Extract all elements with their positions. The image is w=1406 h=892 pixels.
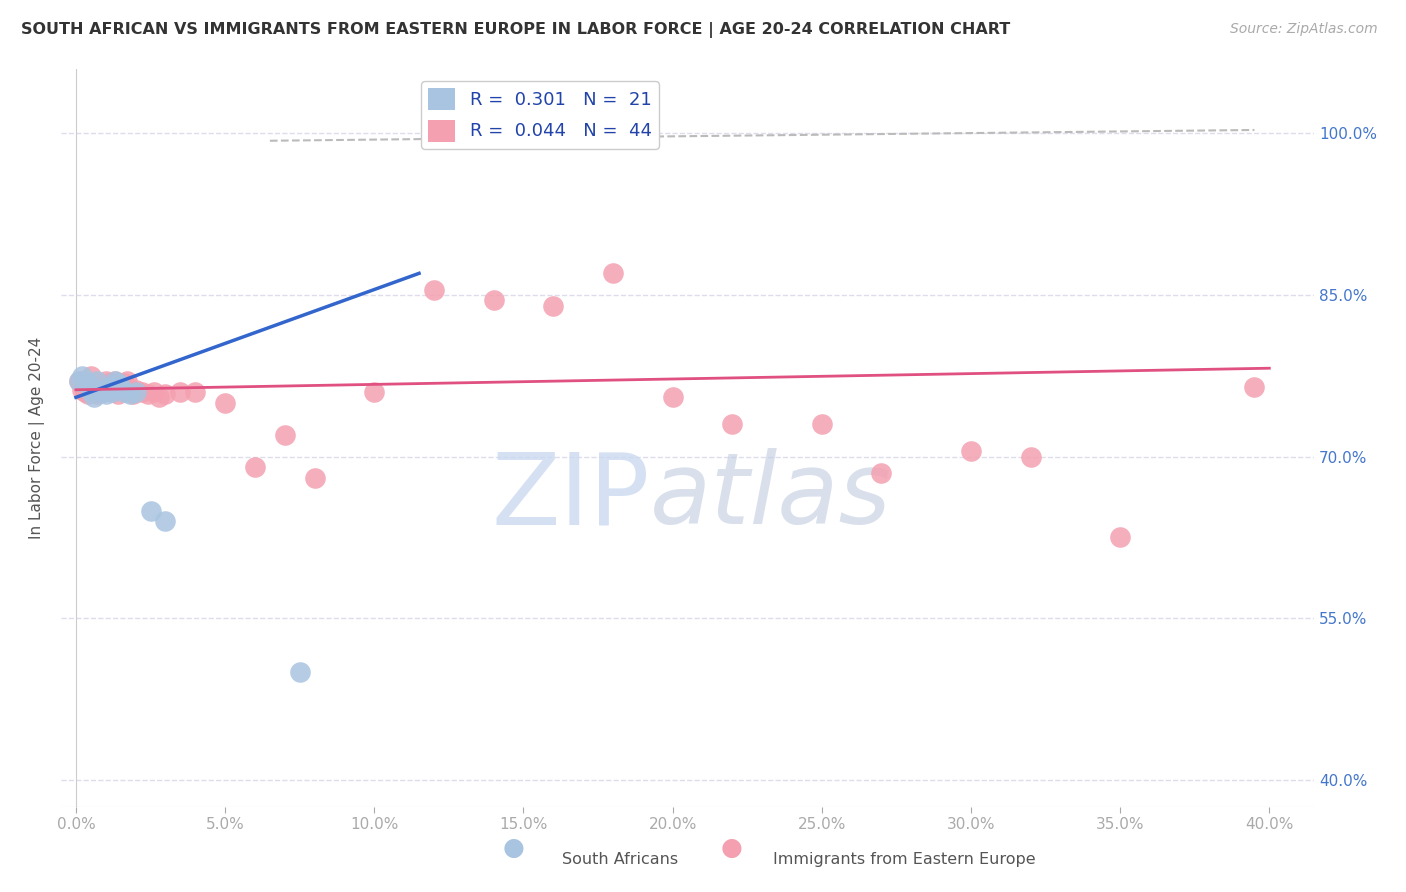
Point xyxy=(136,387,159,401)
Point xyxy=(86,374,108,388)
Point xyxy=(70,383,93,397)
Point xyxy=(94,387,117,401)
Point xyxy=(83,390,105,404)
Point xyxy=(107,376,129,391)
Point xyxy=(104,374,127,388)
Point xyxy=(148,390,170,404)
Point xyxy=(124,383,146,397)
Point xyxy=(363,384,385,399)
Point xyxy=(121,387,143,401)
Point xyxy=(243,460,266,475)
Point xyxy=(288,665,311,680)
Point xyxy=(80,384,103,399)
Point xyxy=(112,384,135,399)
Point xyxy=(70,368,93,383)
Point xyxy=(960,444,983,458)
Text: Source: ZipAtlas.com: Source: ZipAtlas.com xyxy=(1230,22,1378,37)
Point xyxy=(100,384,122,399)
Point xyxy=(118,387,141,401)
Text: ●: ● xyxy=(502,836,524,860)
Point xyxy=(67,374,90,388)
Point xyxy=(155,387,177,401)
Point xyxy=(1019,450,1042,464)
Point xyxy=(124,384,146,399)
Point xyxy=(1243,379,1265,393)
Point xyxy=(91,384,114,399)
Point xyxy=(721,417,744,432)
Point xyxy=(77,376,100,391)
Text: SOUTH AFRICAN VS IMMIGRANTS FROM EASTERN EUROPE IN LABOR FORCE | AGE 20-24 CORRE: SOUTH AFRICAN VS IMMIGRANTS FROM EASTERN… xyxy=(21,22,1011,38)
Text: ZIP: ZIP xyxy=(492,449,650,545)
Point xyxy=(423,283,446,297)
Point xyxy=(89,379,111,393)
Point xyxy=(543,299,565,313)
Point xyxy=(107,387,129,401)
Legend: R =  0.301   N =  21, R =  0.044   N =  44: R = 0.301 N = 21, R = 0.044 N = 44 xyxy=(420,81,659,149)
Point xyxy=(811,417,834,432)
Text: Immigrants from Eastern Europe: Immigrants from Eastern Europe xyxy=(773,852,1036,867)
Point xyxy=(184,384,207,399)
Point xyxy=(661,390,683,404)
Point xyxy=(94,374,117,388)
Point xyxy=(83,384,105,399)
Point xyxy=(110,379,132,393)
Point xyxy=(97,376,120,391)
Text: atlas: atlas xyxy=(650,449,891,545)
Point xyxy=(142,384,165,399)
Point xyxy=(112,376,135,391)
Point xyxy=(602,266,624,280)
Text: ●: ● xyxy=(720,836,742,860)
Point xyxy=(104,374,127,388)
Point xyxy=(214,395,236,409)
Point xyxy=(86,387,108,401)
Point xyxy=(67,374,90,388)
Point xyxy=(870,466,893,480)
Y-axis label: In Labor Force | Age 20-24: In Labor Force | Age 20-24 xyxy=(30,336,45,539)
Point xyxy=(139,503,162,517)
Point xyxy=(274,428,297,442)
Point xyxy=(100,384,122,399)
Text: South Africans: South Africans xyxy=(562,852,679,867)
Point xyxy=(80,368,103,383)
Point xyxy=(482,293,505,308)
Point xyxy=(155,514,177,528)
Point xyxy=(118,384,141,399)
Point xyxy=(1109,531,1132,545)
Point xyxy=(115,374,138,388)
Point xyxy=(77,387,100,401)
Point xyxy=(91,384,114,399)
Point xyxy=(89,383,111,397)
Point xyxy=(304,471,326,485)
Point xyxy=(97,379,120,393)
Point xyxy=(73,384,96,399)
Point xyxy=(131,384,153,399)
Point xyxy=(110,383,132,397)
Point xyxy=(169,384,191,399)
Point xyxy=(73,374,96,388)
